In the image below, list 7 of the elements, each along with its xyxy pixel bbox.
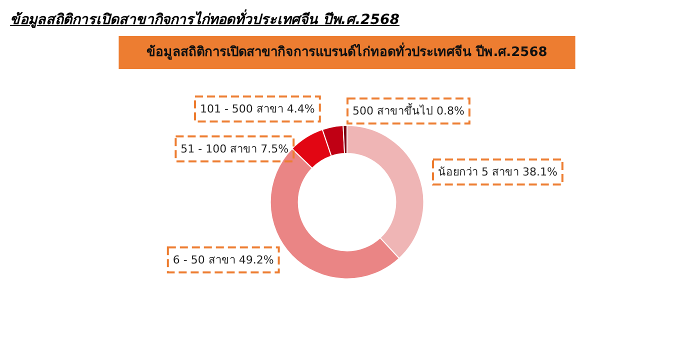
slice-label: 6 - 50 สาขา 49.2% bbox=[172, 253, 274, 266]
slice-label: น้อยกว่า 5 สาขา 38.1% bbox=[438, 165, 558, 178]
slice-label: 101 - 500 สาขา 4.4% bbox=[200, 102, 315, 116]
chart-title: ข้อมูลสถิติการเปิดสาขากิจการไก่ทอดทั่วประเทศจีน ปีพ.ศ.2568 bbox=[9, 8, 400, 30]
chart-subtitle: ข้อมูลสถิติการเปิดสาขากิจการแบรนด์ไก่ทอดทั่วประเทศจีน ปีพ.ศ.2568 bbox=[146, 42, 548, 60]
slice-label: 51 - 100 สาขา 7.5% bbox=[180, 142, 289, 156]
slice-label: 500 สาขาขึ้นไป 0.8% bbox=[352, 102, 464, 118]
